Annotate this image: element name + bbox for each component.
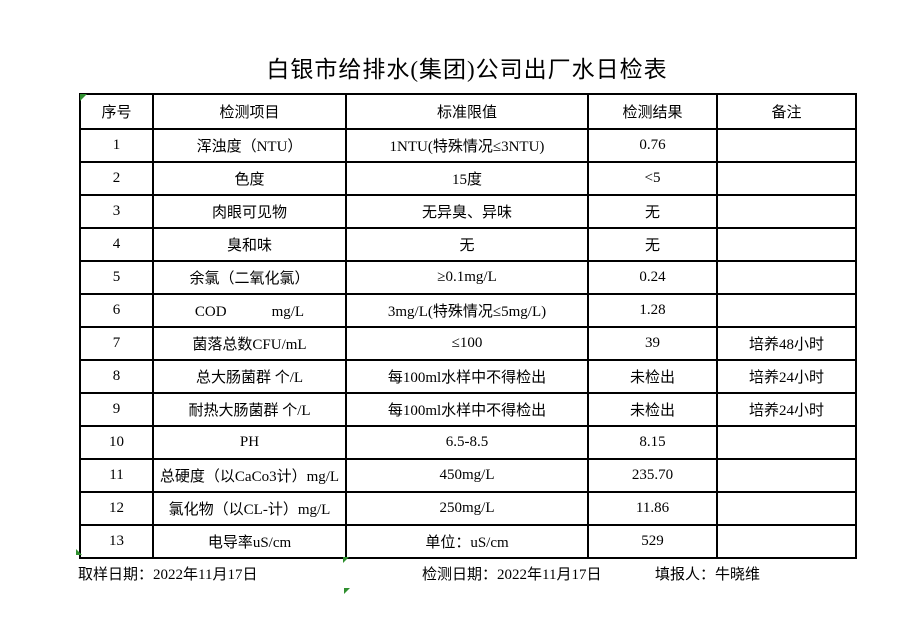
- cell-item: PH: [152, 425, 347, 460]
- cell-result: 39: [587, 326, 718, 361]
- cell-standard: 6.5-8.5: [345, 425, 589, 460]
- cell-item: 菌落总数CFU/mL: [152, 326, 347, 361]
- cell-flag-icon: [76, 549, 82, 555]
- cell-standard: 每100ml水样中不得检出: [345, 392, 589, 427]
- table-row: 13 电导率uS/cm 单位：uS/cm 529: [79, 524, 857, 559]
- cell-remark: [716, 161, 857, 196]
- cell-remark: [716, 260, 857, 295]
- header-index: 序号: [79, 93, 154, 130]
- cell-item: 臭和味: [152, 227, 347, 262]
- cell-index: 6: [79, 293, 154, 328]
- cell-standard: 1NTU(特殊情况≤3NTU): [345, 128, 589, 163]
- sampling-date: 取样日期：2022年11月17日: [78, 567, 258, 583]
- cell-result: 8.15: [587, 425, 718, 460]
- cell-remark: [716, 128, 857, 163]
- cell-item: 氯化物（以CL-计）mg/L: [152, 491, 347, 526]
- cell-remark: 培养24小时: [716, 359, 857, 394]
- table-header-row: 序号 检测项目 标准限值 检测结果 备注: [79, 93, 857, 130]
- cell-item: 电导率uS/cm: [152, 524, 347, 559]
- cell-item: 耐热大肠菌群 个/L: [152, 392, 347, 427]
- cell-standard: ≥0.1mg/L: [345, 260, 589, 295]
- cell-index: 11: [79, 458, 154, 493]
- cell-standard: 单位：uS/cm: [345, 524, 589, 559]
- table-row: 6 COD mg/L 3mg/L(特殊情况≤5mg/L) 1.28: [79, 293, 857, 328]
- cell-result: 529: [587, 524, 718, 559]
- reporter-name: 填报人：牛晓维: [655, 567, 761, 583]
- cell-index: 8: [79, 359, 154, 394]
- cell-standard: 每100ml水样中不得检出: [345, 359, 589, 394]
- cell-result: 0.76: [587, 128, 718, 163]
- cell-index: 3: [79, 194, 154, 229]
- cell-index: 2: [79, 161, 154, 196]
- table-row: 3 肉眼可见物 无异臭、异味 无: [79, 194, 857, 229]
- inspection-table: 序号 检测项目 标准限值 检测结果 备注 1 浑浊度（NTU） 1NTU(特殊情…: [79, 93, 857, 559]
- cell-item: 肉眼可见物: [152, 194, 347, 229]
- table-row: 1 浑浊度（NTU） 1NTU(特殊情况≤3NTU) 0.76: [79, 128, 857, 163]
- cell-result: 11.86: [587, 491, 718, 526]
- cell-standard: 无异臭、异味: [345, 194, 589, 229]
- page-title: 白银市给排水(集团)公司出厂水日检表: [266, 57, 668, 82]
- cell-remark: [716, 227, 857, 262]
- cell-item: 余氯（二氧化氯）: [152, 260, 347, 295]
- cell-standard: 3mg/L(特殊情况≤5mg/L): [345, 293, 589, 328]
- test-date: 检测日期：2022年11月17日: [422, 567, 602, 583]
- header-result: 检测结果: [587, 93, 718, 130]
- cell-index: 7: [79, 326, 154, 361]
- header-item: 检测项目: [152, 93, 347, 130]
- cell-result: 0.24: [587, 260, 718, 295]
- cell-item: 总大肠菌群 个/L: [152, 359, 347, 394]
- cell-index: 4: [79, 227, 154, 262]
- cell-flag-icon: [344, 588, 350, 594]
- cell-item: 总硬度（以CaCo3计）mg/L: [152, 458, 347, 493]
- table-row: 12 氯化物（以CL-计）mg/L 250mg/L 11.86: [79, 491, 857, 526]
- cell-result: 1.28: [587, 293, 718, 328]
- cell-remark: 培养24小时: [716, 392, 857, 427]
- cell-remark: [716, 491, 857, 526]
- table-row: 10 PH 6.5-8.5 8.15: [79, 425, 857, 460]
- cell-standard: 450mg/L: [345, 458, 589, 493]
- cell-flag-icon: [80, 94, 87, 101]
- cell-standard: ≤100: [345, 326, 589, 361]
- cell-remark: [716, 458, 857, 493]
- header-standard-limit: 标准限值: [345, 93, 589, 130]
- cell-result: <5: [587, 161, 718, 196]
- cell-index: 10: [79, 425, 154, 460]
- table-row: 5 余氯（二氧化氯） ≥0.1mg/L 0.24: [79, 260, 857, 295]
- cell-index: 9: [79, 392, 154, 427]
- cell-index: 5: [79, 260, 154, 295]
- cell-remark: 培养48小时: [716, 326, 857, 361]
- cell-result: 未检出: [587, 359, 718, 394]
- cell-remark: [716, 524, 857, 559]
- table-row: 11 总硬度（以CaCo3计）mg/L 450mg/L 235.70: [79, 458, 857, 493]
- cell-remark: [716, 194, 857, 229]
- cell-item: 浑浊度（NTU）: [152, 128, 347, 163]
- cell-result: 235.70: [587, 458, 718, 493]
- table-row: 8 总大肠菌群 个/L 每100ml水样中不得检出 未检出 培养24小时: [79, 359, 857, 394]
- cell-standard: 15度: [345, 161, 589, 196]
- table-row: 2 色度 15度 <5: [79, 161, 857, 196]
- table-row: 7 菌落总数CFU/mL ≤100 39 培养48小时: [79, 326, 857, 361]
- cell-result: 无: [587, 227, 718, 262]
- cell-index: 1: [79, 128, 154, 163]
- cell-remark: [716, 293, 857, 328]
- cell-result: 未检出: [587, 392, 718, 427]
- cell-result: 无: [587, 194, 718, 229]
- cell-index: 12: [79, 491, 154, 526]
- header-remark: 备注: [716, 93, 857, 130]
- cell-flag-icon: [343, 557, 349, 563]
- cell-item: 色度: [152, 161, 347, 196]
- cell-item: COD mg/L: [152, 293, 347, 328]
- table-row: 4 臭和味 无 无: [79, 227, 857, 262]
- cell-standard: 250mg/L: [345, 491, 589, 526]
- cell-index: 13: [79, 524, 154, 559]
- cell-remark: [716, 425, 857, 460]
- cell-standard: 无: [345, 227, 589, 262]
- table-row: 9 耐热大肠菌群 个/L 每100ml水样中不得检出 未检出 培养24小时: [79, 392, 857, 427]
